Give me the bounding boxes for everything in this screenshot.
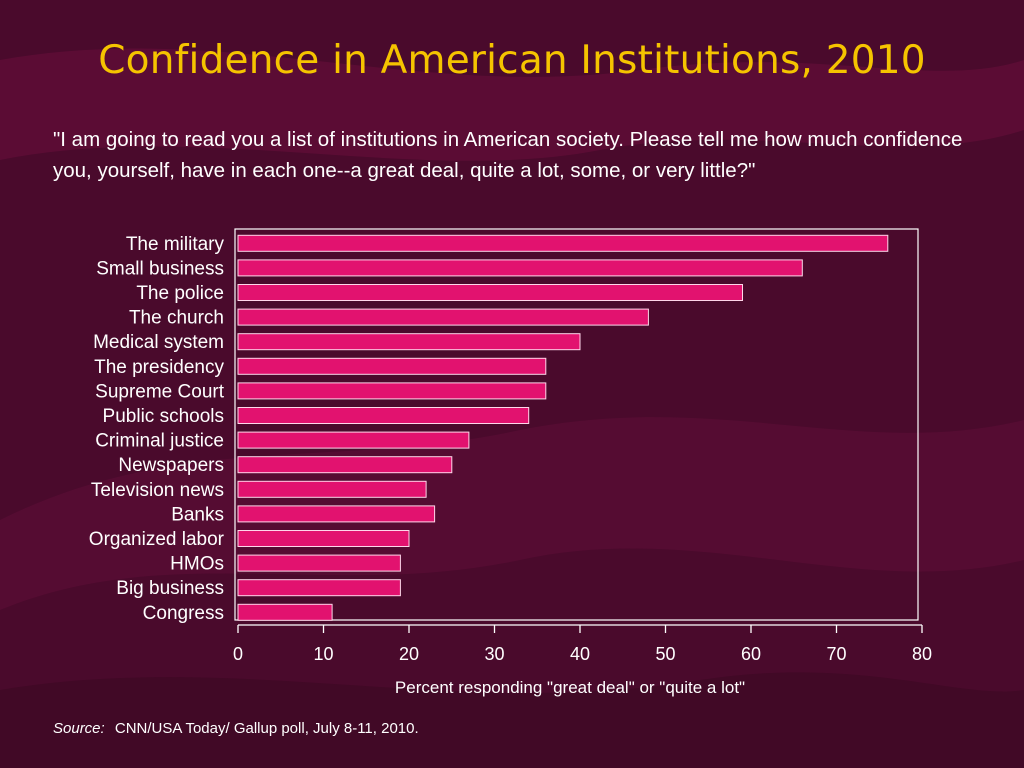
- bar: [237, 284, 743, 301]
- x-tick-label: 70: [826, 644, 846, 664]
- category-label: Television news: [91, 480, 224, 501]
- x-tick-label: 10: [313, 644, 333, 664]
- bar: [237, 357, 547, 375]
- category-label: Congress: [143, 603, 224, 624]
- bar: [237, 456, 453, 474]
- category-label: Public schools: [103, 406, 224, 427]
- bar: [237, 603, 333, 621]
- source-note: Source: CNN/USA Today/ Gallup poll, July…: [53, 720, 419, 737]
- page-title: Confidence in American Institutions, 201…: [98, 38, 926, 83]
- source-text: CNN/USA Today/ Gallup poll, July 8-11, 2…: [114, 720, 419, 737]
- source-label: Source:: [53, 720, 105, 737]
- category-label: Small business: [96, 258, 224, 279]
- bar: [237, 234, 889, 252]
- category-label: The military: [126, 234, 225, 255]
- x-tick-label: 20: [399, 644, 419, 664]
- bar: [237, 333, 581, 351]
- bar: [237, 382, 547, 400]
- category-label: Banks: [171, 504, 224, 525]
- bar: [237, 308, 649, 326]
- category-label: The police: [136, 283, 224, 304]
- category-label: Big business: [116, 578, 224, 599]
- category-label: The church: [129, 308, 224, 329]
- x-tick-label: 0: [233, 644, 243, 664]
- category-label: HMOs: [170, 554, 224, 575]
- x-tick-label: 60: [741, 644, 761, 664]
- bar: [237, 554, 401, 572]
- x-axis-label: Percent responding "great deal" or "quit…: [395, 678, 745, 697]
- category-label: Supreme Court: [95, 381, 225, 402]
- bar: [237, 407, 530, 424]
- survey-question: "I am going to read you a list of instit…: [53, 128, 963, 182]
- x-tick-label: 30: [484, 644, 504, 664]
- bar: [237, 259, 803, 277]
- x-tick-label: 40: [570, 644, 590, 664]
- category-label: Criminal justice: [95, 431, 224, 452]
- category-label: The presidency: [94, 357, 224, 378]
- bar: [237, 505, 436, 523]
- plot-frame: [234, 228, 919, 621]
- category-label: Newspapers: [118, 455, 224, 476]
- x-tick-label: 50: [655, 644, 675, 664]
- bar: [237, 530, 410, 547]
- category-label: Medical system: [93, 332, 224, 353]
- bar: [237, 431, 470, 449]
- x-tick-label: 80: [912, 644, 932, 664]
- bar: [237, 480, 427, 498]
- category-label: Organized labor: [89, 529, 225, 550]
- bar: [237, 579, 401, 597]
